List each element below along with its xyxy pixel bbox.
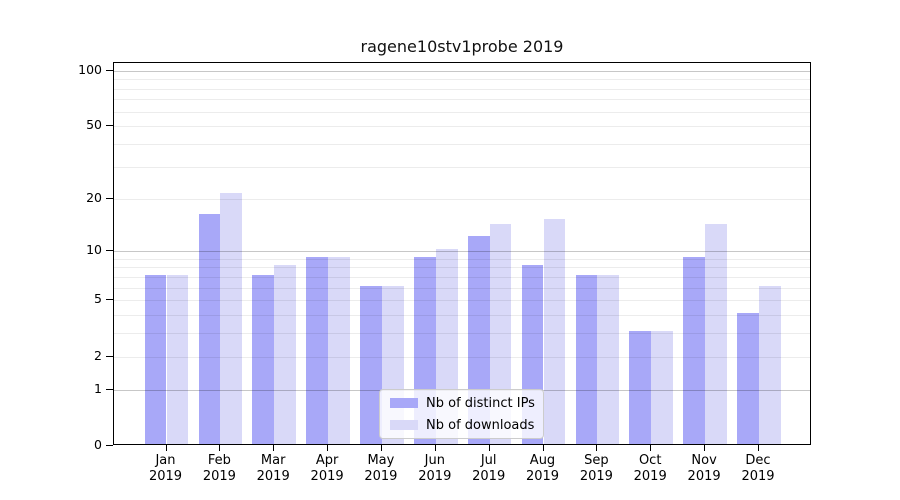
gridline-80: [114, 88, 810, 90]
gridline-9: [114, 258, 810, 260]
y-tick-mark-0: [106, 445, 113, 446]
chart-title: ragene10stv1probe 2019: [360, 37, 564, 56]
bar-downloads-mar: [274, 265, 296, 444]
y-tick-label-0: 0: [94, 437, 102, 452]
bar-downloads-jul: [489, 223, 512, 444]
bar-downloads-oct: [651, 331, 673, 444]
y-tick-mark-20: [106, 197, 113, 199]
gridline-7: [114, 276, 810, 278]
x-tick-mark-jan: [165, 445, 167, 451]
y-tick-label-2: 2: [94, 347, 102, 363]
gridline-50: [114, 126, 810, 128]
legend-label-distinct-ips: Nb of distinct IPs: [426, 395, 535, 411]
y-tick-label-100: 100: [78, 61, 102, 77]
gridline-3: [114, 333, 810, 335]
x-tick-mark-feb: [219, 445, 221, 451]
gridline-2: [114, 356, 810, 358]
x-tick-label-dec: Dec 2019: [741, 453, 775, 484]
legend-label-downloads: Nb of downloads: [426, 417, 535, 433]
x-tick-label-aug: Aug 2019: [525, 453, 560, 484]
bar-downloads-dec: [759, 285, 781, 444]
x-tick-label-jan: Jan 2019: [148, 453, 183, 484]
bar-distinct-ips-sep: [575, 274, 598, 444]
gridline-5: [114, 300, 810, 302]
x-tick-mark-sep: [596, 445, 598, 451]
x-tick-mark-nov: [704, 445, 706, 451]
legend-swatch-downloads: [390, 420, 418, 430]
gridline-90: [114, 79, 810, 81]
legend-item-downloads: Nb of downloads: [390, 416, 535, 434]
x-tick-label-mar: Mar 2019: [256, 453, 290, 484]
x-tick-mark-mar: [273, 445, 275, 451]
bar-distinct-ips-apr: [306, 256, 329, 444]
x-tick-mark-jul: [488, 445, 490, 451]
bar-distinct-ips-may: [360, 285, 382, 444]
bar-downloads-apr: [328, 256, 350, 444]
bar-downloads-aug: [543, 218, 566, 444]
x-tick-mark-apr: [327, 445, 329, 451]
legend: Nb of distinct IPs Nb of downloads: [379, 389, 544, 439]
legend-swatch-distinct-ips: [390, 398, 418, 408]
x-tick-label-oct: Oct 2019: [633, 453, 667, 484]
y-tick-mark-5: [106, 299, 113, 301]
bar-distinct-ips-jan: [144, 274, 167, 444]
x-tick-mark-jun: [434, 445, 436, 451]
gridline-8: [114, 267, 810, 269]
plot-area: Nb of distinct IPs Nb of downloads: [113, 62, 811, 445]
y-tick-mark-100: [106, 69, 113, 71]
gridline-6: [114, 287, 810, 289]
bar-downloads-nov: [705, 223, 727, 444]
x-tick-label-jun: Jun 2019: [418, 453, 452, 484]
x-tick-label-feb: Feb 2019: [202, 453, 236, 484]
bar-distinct-ips-mar: [252, 274, 275, 444]
x-tick-label-jul: Jul 2019: [472, 453, 506, 484]
y-tick-mark-2: [106, 355, 113, 357]
legend-item-distinct-ips: Nb of distinct IPs: [390, 394, 535, 412]
x-tick-label-may: May 2019: [364, 453, 398, 484]
y-tick-label-10: 10: [86, 242, 102, 258]
gridline-100: [114, 70, 810, 72]
bar-downloads-feb: [220, 192, 243, 444]
bar-distinct-ips-nov: [683, 256, 706, 444]
x-tick-label-sep: Sep 2019: [579, 453, 613, 484]
y-tick-mark-50: [106, 125, 113, 127]
gridline-30: [114, 166, 810, 168]
bar-distinct-ips-feb: [198, 213, 221, 444]
x-tick-mark-dec: [758, 445, 759, 451]
x-tick-mark-oct: [650, 445, 652, 451]
y-tick-label-50: 50: [86, 117, 102, 133]
gridline-60: [114, 111, 810, 113]
gridline-70: [114, 99, 810, 101]
x-tick-mark-aug: [542, 445, 544, 451]
y-tick-mark-10: [106, 250, 113, 252]
y-tick-label-1: 1: [94, 380, 102, 396]
y-tick-label-20: 20: [86, 189, 102, 205]
x-tick-label-apr: Apr 2019: [310, 453, 344, 484]
bar-distinct-ips-oct: [629, 331, 652, 444]
gridline-40: [114, 144, 810, 146]
gridline-20: [114, 198, 810, 200]
gridline-10: [114, 251, 810, 253]
x-tick-mark-may: [380, 445, 382, 451]
y-tick-label-5: 5: [94, 291, 102, 307]
bar-distinct-ips-dec: [737, 313, 759, 444]
y-tick-mark-1: [106, 388, 113, 390]
bar-downloads-sep: [597, 274, 620, 444]
bar-downloads-jan: [166, 274, 189, 444]
gridline-4: [114, 315, 810, 317]
x-tick-label-nov: Nov 2019: [687, 453, 721, 484]
